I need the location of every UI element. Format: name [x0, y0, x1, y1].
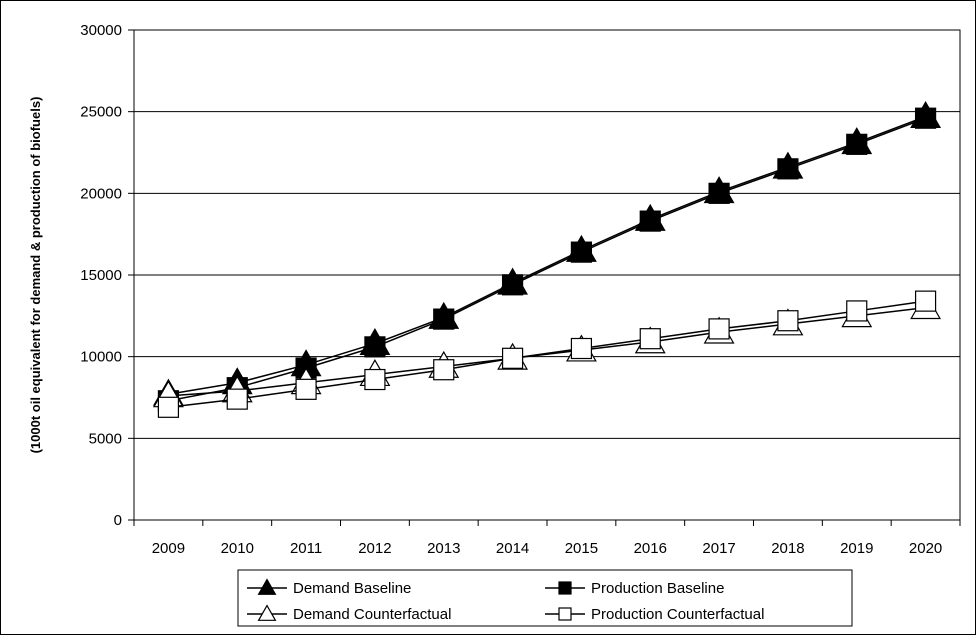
x-tick-label: 2014: [496, 540, 529, 557]
series-production-baseline: [157, 107, 937, 412]
data-point: [364, 336, 386, 358]
legend-label: Production Counterfactual: [591, 606, 764, 623]
legend-label: Demand Baseline: [293, 580, 411, 597]
data-point: [433, 308, 455, 330]
legend-marker: [558, 607, 572, 621]
grid-lines: [134, 29, 960, 439]
legend-marker: [558, 581, 572, 595]
y-tick-label: 30000: [80, 22, 122, 39]
x-axis: 2009 2010 2011 2012 2013 2014 2015 2016 2017 2018…: [133, 520, 961, 557]
legend-item: Production Baseline: [545, 580, 724, 597]
legend-item: Demand Counterfactual: [247, 604, 451, 623]
x-tick-label: 2020: [909, 540, 942, 557]
x-tick-label: 2015: [565, 540, 598, 557]
data-point: [639, 328, 661, 350]
series-line: [168, 306, 926, 397]
series-layer: [152, 100, 942, 418]
series-line: [168, 300, 926, 409]
legend-label: Demand Counterfactual: [293, 606, 451, 623]
data-point: [639, 210, 661, 232]
x-tick-label: 2009: [152, 540, 185, 557]
y-axis-title: (1000t oil equivalent for demand & produ…: [28, 97, 43, 454]
y-tick-label: 10000: [80, 349, 122, 366]
data-point: [777, 158, 799, 180]
x-tick-label: 2017: [702, 540, 735, 557]
data-point: [501, 347, 524, 369]
x-tick-label: 2010: [221, 540, 254, 557]
data-point: [914, 107, 937, 129]
legend: Demand Baseline Production Baseline Demand…: [237, 569, 853, 627]
legend-label: Production Baseline: [591, 580, 724, 597]
x-tick-label: 2012: [358, 540, 391, 557]
legend-box: [237, 569, 853, 627]
data-point: [846, 300, 868, 322]
x-tick-label: 2011: [290, 540, 322, 557]
data-point: [501, 274, 524, 296]
y-tick-label: 25000: [80, 104, 122, 121]
data-point: [157, 396, 180, 418]
data-point: [226, 388, 248, 410]
data-point: [777, 310, 799, 332]
series-line: [168, 117, 926, 402]
data-point: [364, 368, 386, 391]
y-tick-label: 0: [114, 512, 122, 529]
series-production-counterfactual: [157, 290, 937, 418]
data-point: [433, 359, 455, 381]
data-point: [295, 378, 317, 400]
x-tick-label: 2018: [771, 540, 804, 557]
series-line: [168, 115, 926, 395]
x-tick-label: 2013: [427, 540, 460, 557]
data-point: [708, 182, 730, 204]
data-point: [914, 290, 937, 312]
x-tick-label: 2016: [634, 540, 667, 557]
data-point: [570, 241, 593, 263]
data-point: [846, 133, 868, 155]
y-tick-label: 20000: [80, 185, 122, 202]
legend-item: Production Counterfactual: [545, 606, 764, 623]
legend-item: Demand Baseline: [247, 578, 411, 597]
y-axis: 0 5000 10000 15000 20000 25000 30000: [80, 22, 134, 529]
x-tick-label: 2019: [840, 540, 873, 557]
data-point: [570, 337, 593, 360]
legend-marker: [257, 604, 277, 621]
y-tick-label: 15000: [80, 267, 122, 284]
legend-marker: [257, 578, 277, 595]
data-point: [708, 318, 730, 340]
y-tick-label: 5000: [89, 430, 122, 447]
